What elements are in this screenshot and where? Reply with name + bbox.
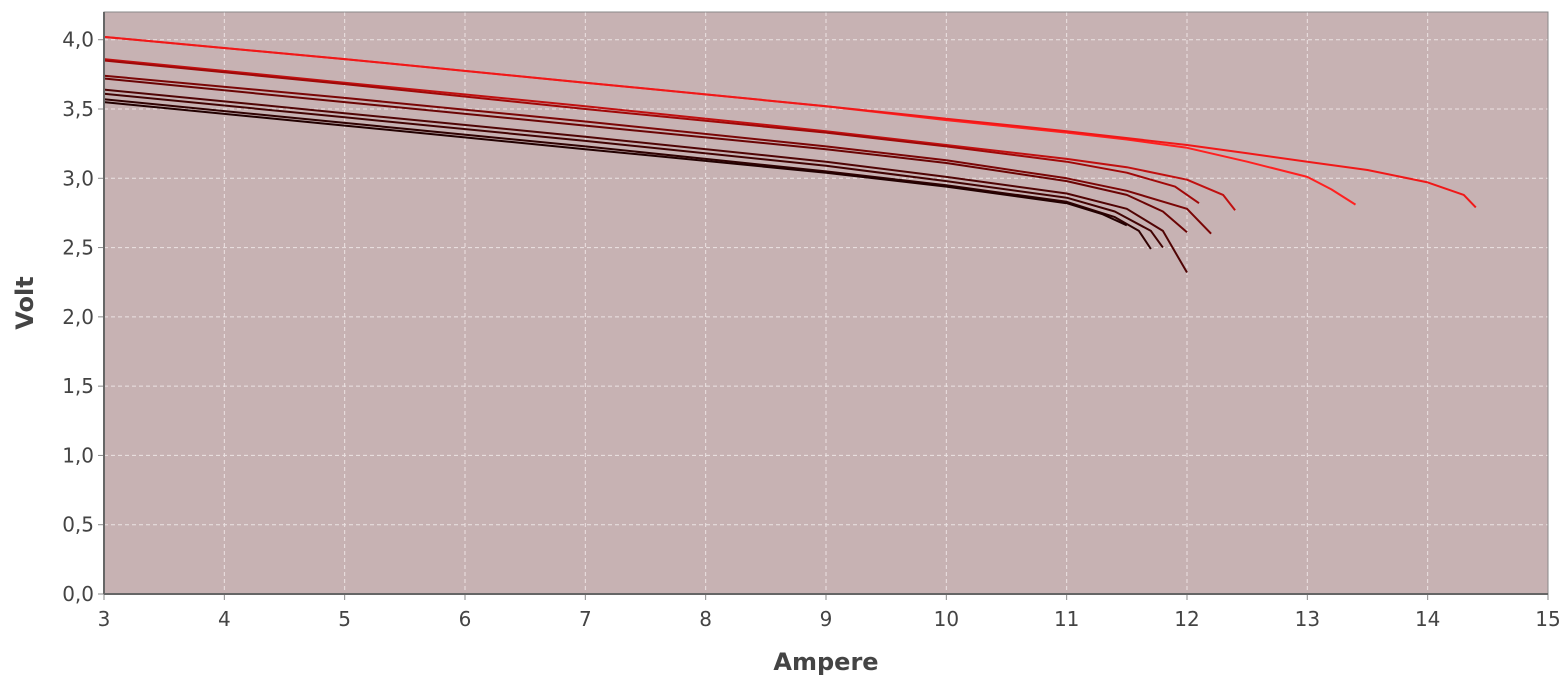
series-line-4 — [103, 59, 1200, 205]
series-line-7 — [103, 88, 1188, 274]
x-axis-title: Ampere — [773, 648, 878, 676]
x-tick-label: 7 — [579, 607, 592, 631]
y-tick-label: 3,5 — [62, 97, 94, 121]
y-tick-label: 1,5 — [62, 374, 94, 398]
series-line-9 — [103, 98, 1152, 250]
x-tick-label: 10 — [934, 607, 959, 631]
series-lines — [103, 35, 1477, 274]
y-tick-label: 4,0 — [62, 28, 94, 52]
x-tick-label: 8 — [699, 607, 712, 631]
series-line-6 — [103, 77, 1188, 234]
x-tick-label: 11 — [1054, 607, 1079, 631]
x-tick-label: 14 — [1415, 607, 1440, 631]
y-axis-title: Volt — [11, 276, 39, 329]
series-line-5 — [103, 74, 1212, 235]
grid-lines — [104, 12, 1548, 594]
x-tick-label: 5 — [338, 607, 351, 631]
y-tick-label: 3,0 — [62, 166, 94, 190]
series-line-8 — [103, 92, 1164, 249]
axes — [98, 11, 1549, 600]
series-line-2 — [103, 35, 1477, 209]
tick-labels: 3 4 5 6 7 8 9 10 11 12 13 14 15 0,0 0,5 1,0 1,5 2,0 2,5 3,0… — [62, 28, 1561, 631]
x-tick-label: 12 — [1174, 607, 1199, 631]
series-line-3 — [103, 58, 1236, 211]
x-tick-label: 13 — [1295, 607, 1320, 631]
y-tick-label: 2,0 — [62, 305, 94, 329]
y-tick-label: 1,0 — [62, 443, 94, 467]
x-tick-label: 6 — [459, 607, 472, 631]
y-tick-label: 2,5 — [62, 236, 94, 260]
x-tick-label: 4 — [218, 607, 231, 631]
y-tick-label: 0,5 — [62, 513, 94, 537]
x-tick-label: 15 — [1535, 607, 1560, 631]
y-tick-label: 0,0 — [62, 582, 94, 606]
x-tick-label: 9 — [820, 607, 833, 631]
series-line-10 — [103, 101, 1128, 227]
x-tick-label: 3 — [98, 607, 111, 631]
